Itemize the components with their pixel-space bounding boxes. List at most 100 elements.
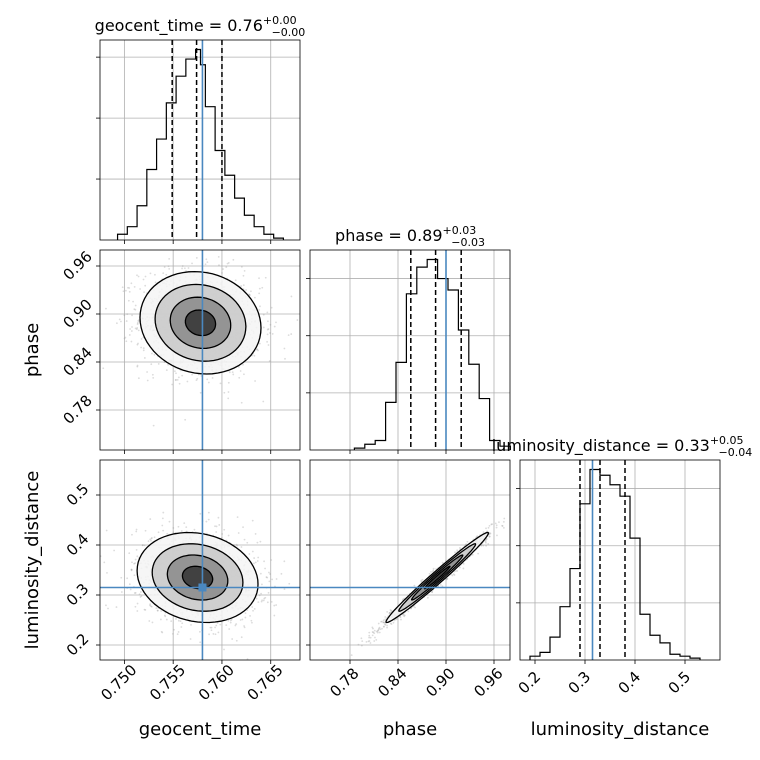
x-tick-label: 0.5 bbox=[665, 668, 695, 698]
sample-point bbox=[287, 334, 290, 336]
sample-point bbox=[124, 336, 127, 339]
sample-point bbox=[371, 631, 374, 633]
hist-panel-luminosity_distance: luminosity_distance = 0.33+0.05 −0.04 bbox=[492, 434, 752, 664]
contour-line bbox=[385, 531, 490, 624]
sample-point bbox=[258, 594, 261, 597]
sample-point bbox=[231, 638, 234, 640]
sample-point bbox=[105, 307, 107, 310]
sample-point bbox=[243, 625, 245, 627]
sample-point bbox=[152, 424, 155, 427]
y-tick-label: 0.2 bbox=[63, 630, 93, 660]
sample-point bbox=[485, 527, 487, 530]
contour-line bbox=[410, 554, 464, 601]
sample-point bbox=[410, 607, 412, 610]
sample-point bbox=[103, 561, 106, 564]
x-tick-label: 0.84 bbox=[374, 664, 410, 700]
sample-point bbox=[501, 525, 504, 527]
sample-point bbox=[137, 319, 140, 322]
sample-point bbox=[245, 289, 247, 291]
sample-point bbox=[132, 300, 134, 303]
sample-point bbox=[162, 272, 165, 275]
sample-point bbox=[249, 615, 251, 617]
sample-point bbox=[135, 548, 138, 551]
sample-point bbox=[255, 597, 258, 600]
sample-point bbox=[118, 318, 121, 321]
sample-point bbox=[199, 641, 202, 644]
sample-point bbox=[260, 600, 263, 603]
sample-point bbox=[388, 611, 391, 614]
sample-point bbox=[368, 636, 371, 639]
sample-point bbox=[116, 322, 118, 325]
sample-point bbox=[242, 526, 244, 529]
sample-point bbox=[360, 637, 363, 640]
sample-point bbox=[150, 537, 153, 539]
sample-point bbox=[161, 517, 164, 520]
contour-line bbox=[136, 531, 259, 624]
sample-point bbox=[195, 379, 198, 382]
sample-point bbox=[253, 354, 256, 357]
sample-point bbox=[377, 629, 380, 632]
sample-point bbox=[181, 265, 184, 267]
sample-point bbox=[220, 536, 223, 539]
sample-point bbox=[177, 525, 180, 528]
sample-point bbox=[161, 524, 164, 527]
sample-point bbox=[373, 632, 376, 635]
sample-point bbox=[217, 631, 220, 634]
contour-line bbox=[139, 270, 262, 375]
sample-point bbox=[251, 519, 254, 522]
sample-point bbox=[388, 612, 391, 615]
sample-point bbox=[368, 634, 371, 637]
x-tick-label: 0.760 bbox=[195, 661, 238, 704]
sample-point bbox=[230, 618, 233, 621]
sample-point bbox=[361, 640, 364, 643]
sample-point bbox=[288, 582, 291, 585]
sample-point bbox=[242, 363, 244, 366]
sample-point bbox=[134, 308, 137, 311]
sample-point bbox=[123, 314, 126, 317]
sample-point bbox=[207, 518, 210, 521]
sample-point bbox=[163, 266, 166, 268]
sample-point bbox=[248, 553, 251, 555]
panel-frame bbox=[99, 39, 301, 241]
sample-point bbox=[171, 633, 174, 635]
sample-point bbox=[256, 348, 259, 351]
sample-point bbox=[441, 561, 444, 564]
sample-point bbox=[344, 662, 346, 664]
sample-point bbox=[199, 391, 202, 394]
sample-point bbox=[206, 378, 209, 381]
sample-point bbox=[121, 286, 124, 289]
sample-point bbox=[130, 282, 133, 285]
sample-point bbox=[259, 305, 261, 308]
sample-point bbox=[459, 566, 461, 569]
sample-point bbox=[227, 261, 230, 264]
sample-point bbox=[168, 258, 171, 260]
sample-point bbox=[235, 543, 238, 546]
sample-point bbox=[446, 577, 448, 580]
sample-point bbox=[378, 627, 380, 630]
sample-point bbox=[195, 257, 198, 259]
sample-point bbox=[253, 557, 256, 559]
sample-point bbox=[465, 543, 468, 546]
sample-point bbox=[402, 613, 405, 616]
sample-point bbox=[495, 524, 498, 527]
sample-point bbox=[199, 512, 202, 515]
sample-point bbox=[128, 334, 131, 336]
sample-point bbox=[176, 379, 179, 381]
sample-point bbox=[129, 588, 132, 591]
sample-point bbox=[290, 333, 293, 335]
sample-point bbox=[371, 634, 374, 637]
x-tick-label: 0.2 bbox=[515, 668, 545, 698]
sample-point bbox=[150, 539, 152, 542]
sample-point bbox=[187, 267, 190, 269]
sample-point bbox=[253, 608, 256, 610]
sample-point bbox=[135, 530, 138, 533]
sample-point bbox=[139, 591, 142, 593]
sample-point bbox=[378, 631, 381, 634]
sample-point bbox=[205, 258, 208, 261]
sample-point bbox=[160, 630, 163, 633]
sample-point bbox=[290, 295, 293, 298]
sample-point bbox=[161, 631, 164, 634]
sample-point bbox=[151, 352, 153, 355]
sample-point bbox=[383, 625, 385, 628]
